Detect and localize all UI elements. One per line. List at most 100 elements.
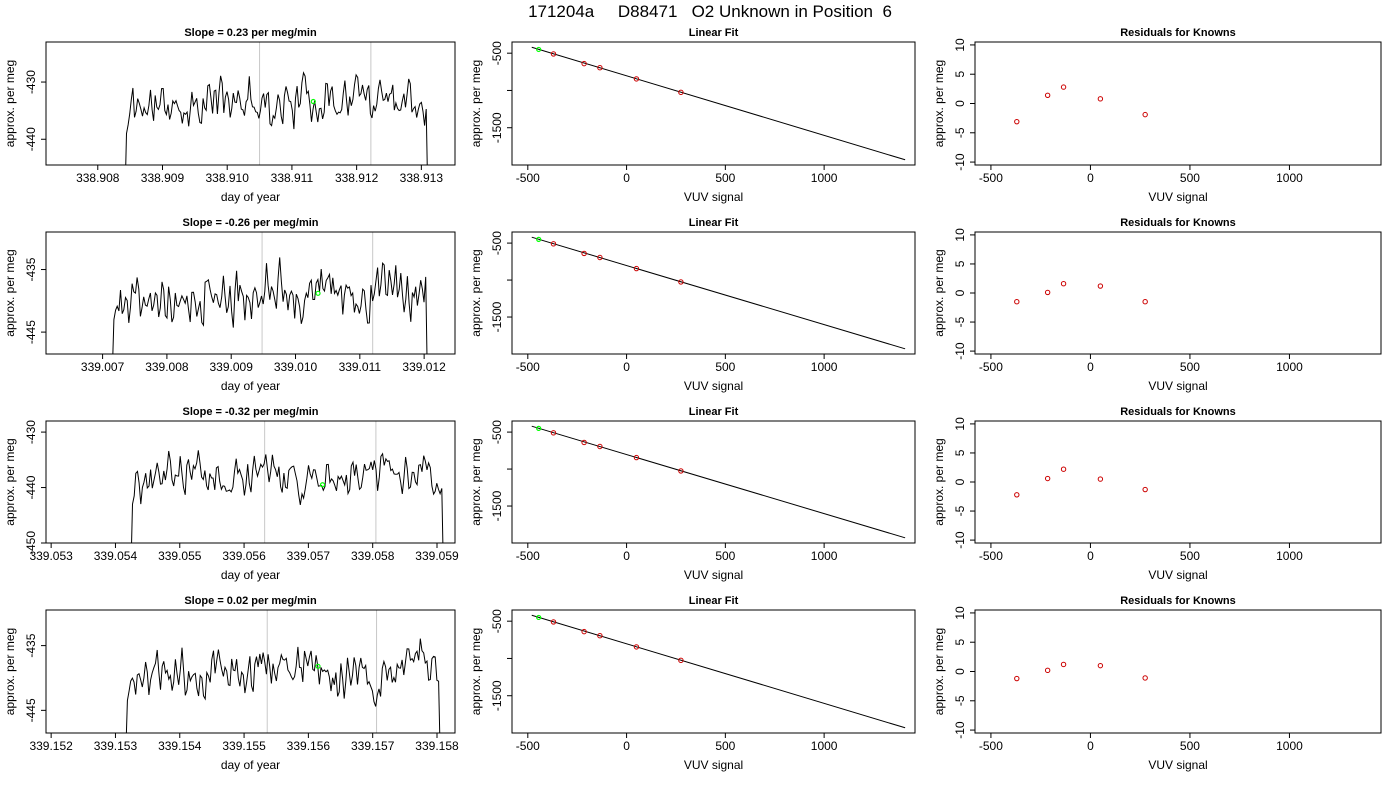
plot-area [1014, 281, 1148, 305]
x-tick-label: 500 [1180, 739, 1200, 753]
known-standard-point [1097, 662, 1104, 669]
y-axis-label: approx. per meg [3, 249, 17, 336]
y-tick-label: 10 [953, 38, 967, 52]
panel-title: Slope = -0.32 per meg/min [182, 406, 318, 418]
x-axis-label: VUV signal [684, 379, 743, 393]
panel-title: Linear Fit [689, 595, 739, 607]
plot-frame [511, 41, 916, 166]
x-tick-label: 339.157 [351, 739, 395, 753]
known-standard-point [1044, 289, 1051, 296]
known-standard-point [1044, 667, 1051, 674]
known-standard-point [1142, 299, 1148, 305]
x-tick-label: 1000 [811, 549, 838, 563]
unknown-point-marker [536, 425, 542, 431]
y-tick-label: -430 [24, 420, 38, 444]
y-axis-label: approx. per meg [932, 438, 946, 525]
y-tick-label: -5 [953, 316, 967, 327]
plot-frame [974, 231, 1382, 355]
x-tick-label: 500 [715, 549, 735, 563]
y-axis-label: approx. per meg [469, 438, 483, 525]
known-standard-point [550, 430, 557, 436]
panel-time-series-4: Slope = 0.02 per meg/min day of year appro… [3, 595, 459, 772]
panel-time-series-3: Slope = -0.32 per meg/min day of year appr… [3, 406, 459, 582]
y-tick-label: 0 [953, 478, 967, 485]
x-tick-label: 339.154 [158, 739, 202, 753]
y-tick-label: -435 [24, 257, 38, 281]
x-tick-label: 500 [715, 171, 735, 185]
y-tick-label: -5 [953, 695, 967, 706]
known-standard-point [633, 454, 640, 461]
y-tick-label: -10 [953, 342, 967, 360]
x-tick-label: 500 [1180, 171, 1200, 185]
time-series-trace [125, 638, 441, 733]
known-standard-point [1014, 299, 1020, 305]
known-standard-point [1044, 475, 1051, 482]
plot-frame [511, 420, 916, 544]
x-tick-label: -500 [979, 549, 1003, 563]
known-standard-point [597, 633, 603, 639]
known-standard-point [1014, 492, 1020, 498]
x-tick-label: 500 [1180, 549, 1200, 563]
known-standard-point [1060, 466, 1067, 472]
y-axis-label: approx. per meg [932, 249, 946, 336]
y-axis-label: approx. per meg [3, 438, 17, 525]
unknown-point-marker [536, 236, 542, 242]
y-tick-label: -10 [953, 153, 967, 171]
known-standard-point [1060, 84, 1067, 90]
y-tick-label: 10 [953, 417, 967, 431]
x-axis-label: day of year [221, 190, 280, 204]
known-standard-point [597, 254, 603, 261]
known-standard-point [550, 51, 557, 57]
plot-area [112, 232, 428, 354]
known-standard-point [633, 76, 640, 82]
current-point-marker [315, 663, 321, 669]
known-standard-point [581, 250, 587, 257]
panel-title: Residuals for Knowns [1120, 406, 1236, 418]
time-series-trace [125, 71, 428, 165]
panel-time-series-2: Slope = -0.26 per meg/min day of year appr… [3, 217, 456, 393]
x-tick-label: 338.908 [76, 171, 120, 185]
y-tick-label: -5 [953, 127, 967, 138]
x-axis-label: VUV signal [1148, 190, 1207, 204]
y-tick-label: -500 [490, 420, 504, 444]
plot-area [1014, 84, 1148, 125]
page-title: 171204a D88471 O2 Unknown in Position 6 [528, 2, 892, 21]
x-tick-label: -500 [516, 549, 540, 563]
x-tick-label: 339.010 [274, 360, 318, 374]
y-tick-label: -10 [953, 531, 967, 549]
x-axis-label: VUV signal [684, 568, 743, 582]
plot-frame [974, 420, 1382, 544]
panel-grid: Slope = 0.23 per meg/min day of year appro… [3, 27, 1382, 772]
x-tick-label: 339.059 [415, 549, 459, 563]
plot-area [125, 610, 441, 733]
known-standard-point [581, 628, 587, 635]
y-tick-label: 5 [953, 449, 967, 456]
panel-residuals-1: Residuals for Knowns VUV signal approx. pe… [932, 27, 1382, 204]
known-standard-point [1097, 476, 1104, 482]
y-tick-label: 0 [953, 100, 967, 107]
x-tick-label: 339.053 [29, 549, 73, 563]
x-axis-label: day of year [221, 758, 280, 772]
known-standard-point [678, 468, 684, 474]
plot-area [125, 42, 428, 165]
y-tick-label: -445 [24, 320, 38, 344]
known-standard-point [1060, 661, 1067, 668]
x-axis-label: day of year [221, 568, 280, 582]
x-tick-label: 0 [1087, 360, 1094, 374]
x-tick-label: 338.909 [141, 171, 185, 185]
y-axis-label: approx. per meg [469, 60, 483, 147]
x-tick-label: 500 [1180, 360, 1200, 374]
panel-residuals-3: Residuals for Knowns VUV signal approx. pe… [932, 406, 1382, 582]
plot-frame [45, 231, 456, 355]
x-tick-label: 339.008 [145, 360, 189, 374]
known-standard-point [581, 60, 587, 67]
y-tick-label: 5 [953, 639, 967, 646]
y-axis-label: approx. per meg [932, 60, 946, 147]
x-tick-label: 339.012 [402, 360, 446, 374]
panel-time-series-1: Slope = 0.23 per meg/min day of year appro… [3, 27, 456, 204]
x-axis-label: VUV signal [1148, 379, 1207, 393]
x-tick-label: 339.155 [222, 739, 266, 753]
current-point-marker [315, 290, 321, 296]
